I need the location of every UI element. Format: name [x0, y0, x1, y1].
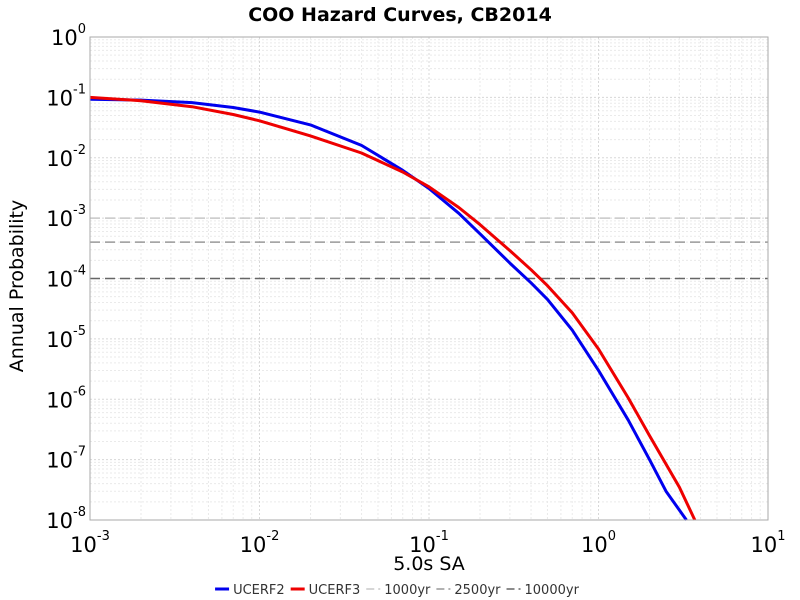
legend-item-2500yr: 2500yr	[436, 583, 501, 598]
y-tick-label: 10 -8	[46, 505, 86, 533]
legend-label: UCERF2	[233, 583, 285, 598]
chart-title: COO Hazard Curves, CB2014	[248, 4, 552, 26]
legend: UCERF2 UCERF3 1000yr 2500yr 10000yr	[215, 583, 580, 598]
legend-label: UCERF3	[309, 583, 361, 598]
svg-text:-4: -4	[73, 264, 86, 279]
svg-text:10: 10	[51, 26, 78, 50]
x-tick-labels: 10 -3 10 -2 10 -1 10 0 10 1	[70, 529, 785, 557]
y-tick-label: 10 -2	[46, 143, 86, 171]
y-tick-label: 10 -6	[46, 384, 86, 412]
legend-label: 1000yr	[384, 583, 431, 598]
svg-text:10: 10	[581, 533, 608, 557]
svg-text:-1: -1	[73, 82, 86, 97]
svg-text:-6: -6	[73, 384, 86, 399]
legend-label: 10000yr	[525, 583, 580, 598]
svg-text:1: 1	[777, 529, 785, 544]
svg-text:10: 10	[46, 509, 73, 533]
svg-text:-7: -7	[73, 445, 86, 460]
svg-text:10: 10	[46, 147, 73, 171]
x-tick-label: 10 1	[750, 529, 785, 557]
svg-text:-5: -5	[73, 324, 86, 339]
x-axis-label: 5.0s SA	[393, 553, 465, 575]
legend-item-10000yr: 10000yr	[506, 583, 580, 598]
svg-text:10: 10	[70, 533, 97, 557]
y-tick-label: 10 -7	[46, 445, 86, 473]
svg-text:-1: -1	[436, 529, 449, 544]
svg-text:0: 0	[78, 22, 86, 37]
svg-text:10: 10	[46, 449, 73, 473]
svg-text:10: 10	[46, 268, 73, 292]
svg-text:10: 10	[46, 86, 73, 110]
y-tick-label: 10 -1	[46, 82, 86, 110]
series-lines	[89, 95, 697, 521]
svg-text:-3: -3	[97, 529, 110, 544]
y-tick-label: 10 -4	[46, 264, 86, 292]
legend-item-UCERF2: UCERF2	[215, 583, 285, 598]
series-line-UCERF3	[89, 95, 697, 521]
svg-text:-2: -2	[266, 529, 279, 544]
x-tick-label: 10 -3	[70, 529, 110, 557]
y-tick-label: 10 -5	[46, 324, 86, 352]
svg-text:10: 10	[46, 328, 73, 352]
legend-item-1000yr: 1000yr	[366, 583, 431, 598]
x-tick-label: 10 0	[581, 529, 616, 557]
svg-text:-8: -8	[73, 505, 86, 520]
series-line-UCERF2	[89, 97, 688, 521]
svg-text:-3: -3	[73, 203, 86, 218]
svg-text:10: 10	[46, 207, 73, 231]
y-tick-label: 10 -3	[46, 203, 86, 231]
svg-text:10: 10	[409, 533, 436, 557]
svg-text:10: 10	[46, 388, 73, 412]
svg-text:-2: -2	[73, 143, 86, 158]
y-tick-label: 10 0	[51, 22, 86, 50]
reference-lines	[90, 217, 768, 280]
legend-label: 2500yr	[454, 583, 501, 598]
y-axis-label: Annual Probability	[6, 200, 28, 373]
x-tick-label: 10 -2	[240, 529, 280, 557]
x-tick-label: 10 -1	[409, 529, 449, 557]
svg-text:10: 10	[240, 533, 267, 557]
svg-text:10: 10	[750, 533, 777, 557]
legend-item-UCERF3: UCERF3	[290, 583, 361, 598]
svg-text:0: 0	[608, 529, 616, 544]
plot-frame	[89, 36, 769, 521]
